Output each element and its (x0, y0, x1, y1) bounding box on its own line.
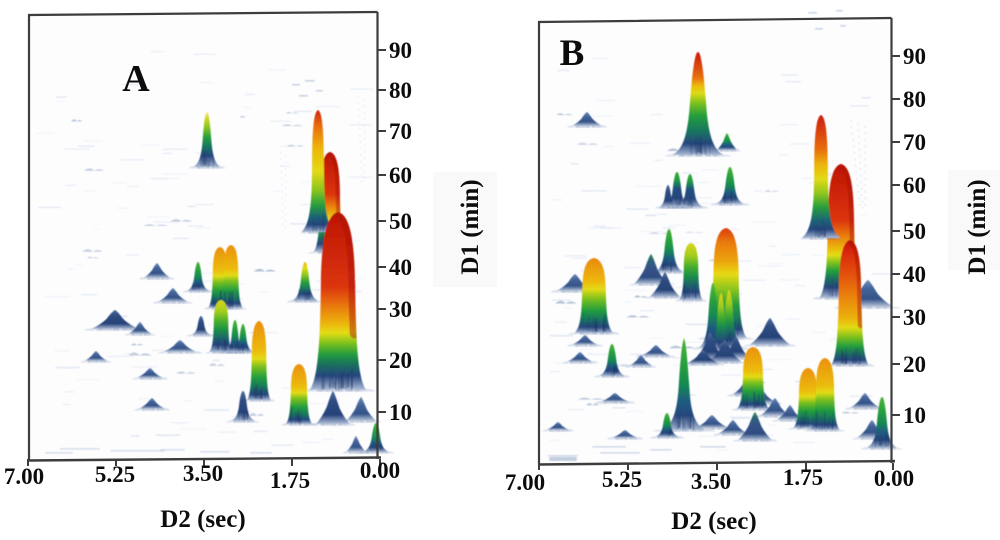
svg-text:80: 80 (389, 78, 412, 103)
svg-text:A: A (122, 58, 150, 100)
svg-text:B: B (560, 33, 585, 74)
svg-text:40: 40 (903, 262, 926, 287)
svg-text:90: 90 (389, 38, 412, 63)
svg-text:10: 10 (389, 400, 412, 425)
svg-text:70: 70 (389, 119, 412, 144)
svg-text:D1 (min): D1 (min) (457, 179, 484, 274)
svg-text:1.75: 1.75 (783, 465, 823, 490)
svg-text:60: 60 (903, 173, 926, 198)
svg-text:10: 10 (903, 403, 926, 428)
svg-text:D2 (sec): D2 (sec) (160, 506, 245, 533)
svg-text:7.00: 7.00 (4, 464, 44, 489)
svg-text:5.25: 5.25 (95, 462, 135, 487)
svg-text:20: 20 (389, 348, 412, 373)
svg-text:70: 70 (903, 130, 926, 155)
svg-text:60: 60 (389, 163, 412, 188)
svg-text:1.75: 1.75 (270, 468, 310, 493)
svg-text:30: 30 (389, 297, 412, 322)
svg-text:50: 50 (389, 209, 412, 234)
svg-text:3.50: 3.50 (183, 461, 223, 486)
svg-text:80: 80 (903, 87, 926, 112)
svg-text:0.00: 0.00 (874, 466, 914, 491)
svg-text:90: 90 (903, 44, 926, 69)
svg-text:D2 (sec): D2 (sec) (671, 508, 756, 535)
svg-text:50: 50 (903, 219, 926, 244)
svg-text:3.50: 3.50 (691, 469, 731, 494)
svg-text:5.25: 5.25 (602, 467, 642, 492)
svg-text:7.00: 7.00 (505, 470, 545, 495)
svg-text:30: 30 (903, 305, 926, 330)
svg-text:D1 (min): D1 (min) (964, 179, 991, 274)
svg-text:0.00: 0.00 (360, 458, 400, 483)
svg-text:20: 20 (903, 352, 926, 377)
svg-text:40: 40 (389, 255, 412, 280)
